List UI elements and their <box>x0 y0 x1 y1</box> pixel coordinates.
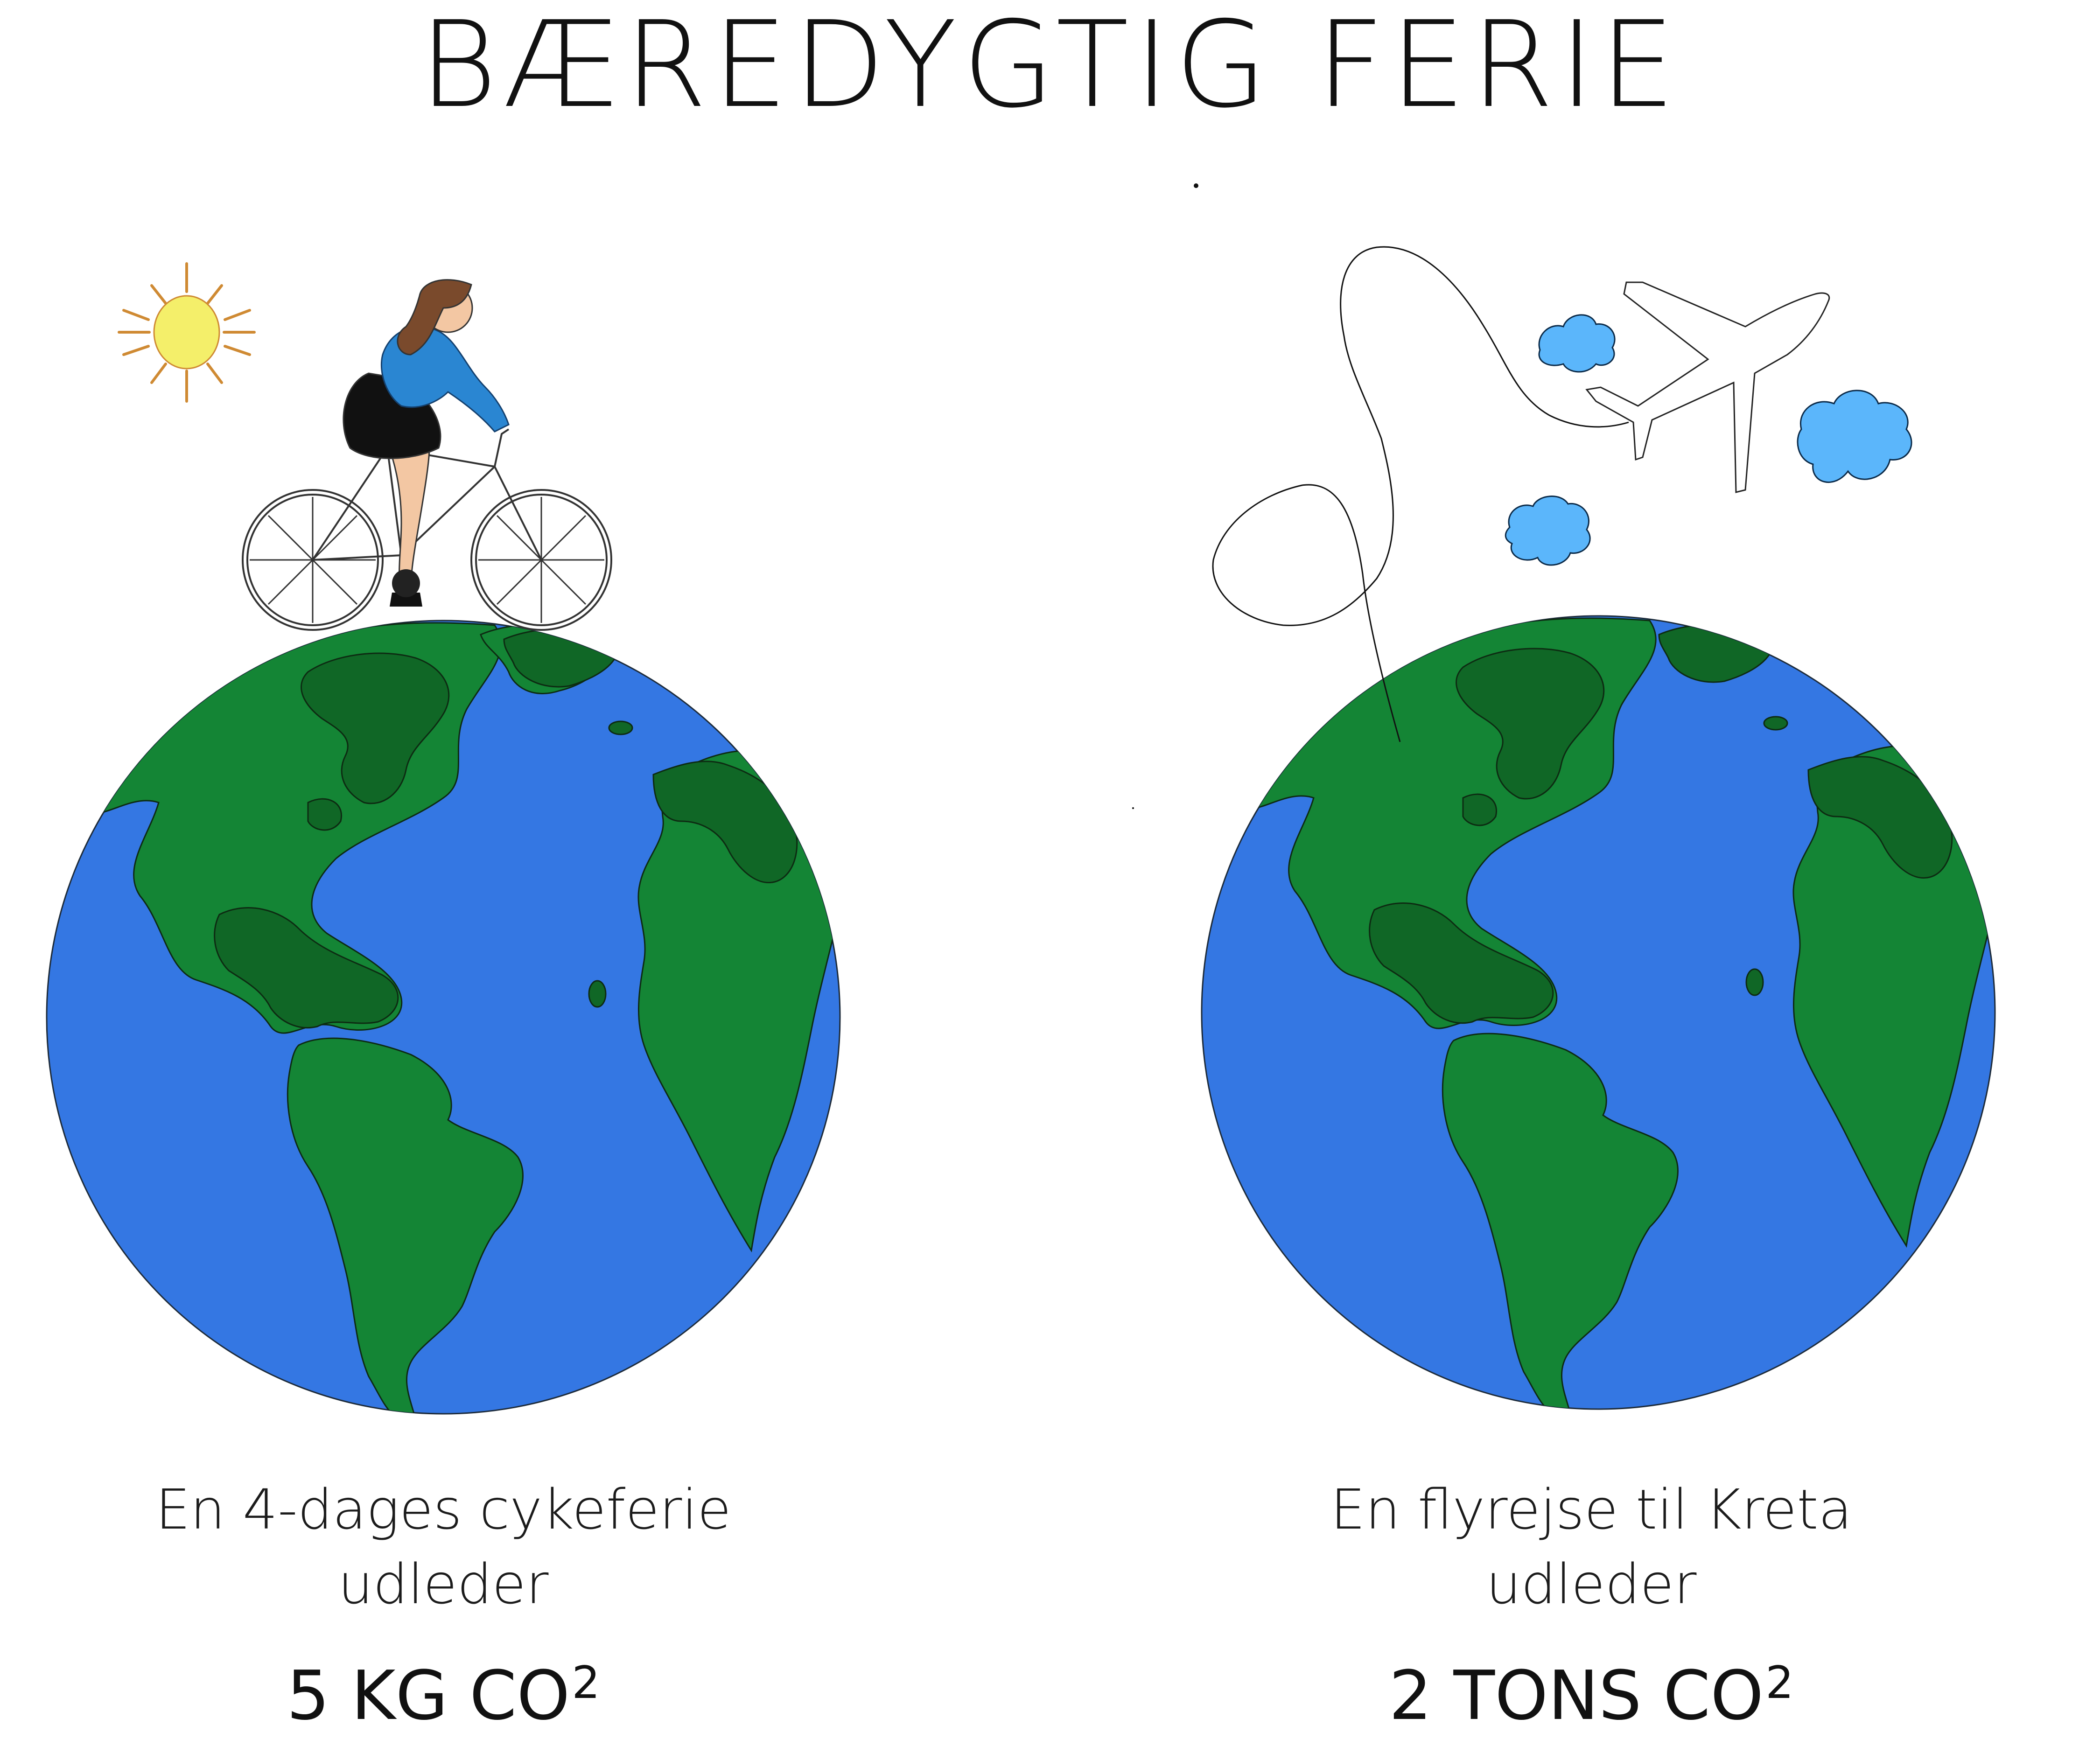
emission-left: 5 KG CO2 <box>70 1654 817 1746</box>
dot-mark <box>1194 183 1198 188</box>
globe-right <box>1201 615 1996 1410</box>
emission-right-value: 2 TONS CO <box>1389 1656 1764 1735</box>
cloud-icon <box>1797 390 1912 483</box>
emission-right: 2 TONS CO2 <box>1218 1654 1965 1746</box>
south-america-land <box>287 1037 524 1414</box>
caption-left-line2: udleder <box>338 1552 549 1616</box>
canada-dark-land <box>301 652 450 804</box>
page-title: BÆREDYGTIG FERIE <box>419 0 1681 134</box>
cloud-icon <box>1538 314 1616 373</box>
globe-left <box>46 620 841 1415</box>
dot-mark <box>1132 807 1134 809</box>
caption-left-line1: En 4-dages cykeferie <box>155 1477 731 1542</box>
caption-right: En flyrejse til Kreta udleder <box>1218 1472 1965 1621</box>
flight-path-line <box>1212 246 1629 742</box>
caption-left: En 4-dages cykeferie udleder <box>70 1472 817 1621</box>
cloud-icon <box>1505 496 1591 566</box>
canada-dark-land <box>1456 648 1605 800</box>
mexico-dark-land <box>1369 902 1554 1024</box>
caption-right-line2: udleder <box>1486 1552 1697 1616</box>
airplane-icon <box>1585 281 1830 493</box>
mexico-dark-land <box>214 907 399 1029</box>
emission-left-value: 5 KG CO <box>287 1656 570 1735</box>
europe-dark-land <box>1807 756 1953 879</box>
europe-dark-land <box>652 761 798 883</box>
cyclist-illustration <box>242 279 612 631</box>
sun-icon <box>118 262 256 403</box>
south-america-land <box>1442 1033 1679 1409</box>
emission-right-subscript: 2 <box>1765 1657 1794 1709</box>
emission-left-subscript: 2 <box>572 1657 600 1709</box>
rider-figure <box>343 279 510 607</box>
caption-right-line1: En flyrejse til Kreta <box>1330 1477 1852 1542</box>
